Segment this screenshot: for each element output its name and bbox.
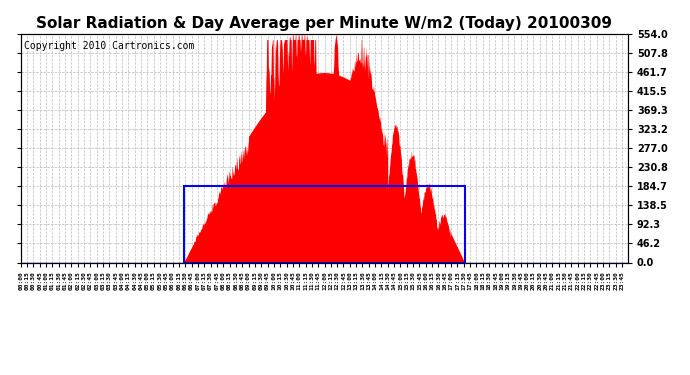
Text: Copyright 2010 Cartronics.com: Copyright 2010 Cartronics.com	[23, 40, 194, 51]
Title: Solar Radiation & Day Average per Minute W/m2 (Today) 20100309: Solar Radiation & Day Average per Minute…	[37, 16, 612, 31]
Bar	[184, 186, 464, 262]
